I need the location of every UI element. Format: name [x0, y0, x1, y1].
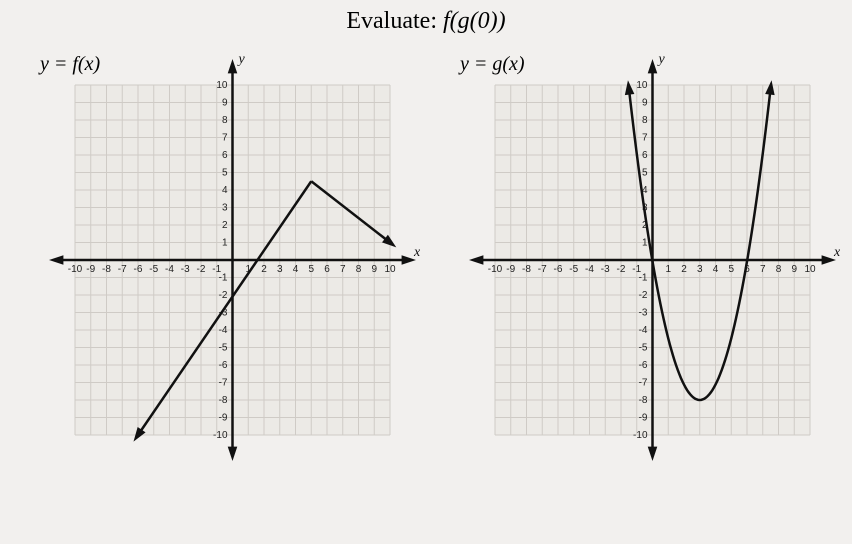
svg-text:-6: -6 [639, 360, 648, 371]
svg-text:-3: -3 [639, 308, 648, 319]
svg-text:-7: -7 [219, 378, 228, 389]
svg-text:-9: -9 [86, 264, 95, 275]
svg-text:y: y [657, 52, 666, 67]
charts-row: y = f(x) -10-9-8-7-6-5-4-3-2-11234567891… [0, 45, 852, 475]
svg-text:6: 6 [324, 264, 330, 275]
title-expression: f(g(0)) [443, 8, 506, 34]
svg-text:9: 9 [791, 264, 797, 275]
svg-text:10: 10 [804, 264, 816, 275]
svg-text:2: 2 [222, 220, 228, 231]
svg-text:7: 7 [642, 133, 648, 144]
svg-text:-3: -3 [181, 264, 190, 275]
svg-text:-2: -2 [617, 264, 626, 275]
svg-text:3: 3 [697, 264, 703, 275]
svg-text:-8: -8 [639, 395, 648, 406]
svg-text:5: 5 [308, 264, 314, 275]
svg-text:-9: -9 [506, 264, 515, 275]
svg-text:5: 5 [728, 264, 734, 275]
svg-text:x: x [833, 245, 840, 260]
svg-text:1: 1 [642, 238, 648, 249]
svg-text:-7: -7 [118, 264, 127, 275]
title-prefix: Evaluate: [346, 8, 443, 34]
svg-text:8: 8 [222, 115, 228, 126]
page-title: Evaluate: f(g(0)) [0, 0, 852, 45]
svg-text:-4: -4 [585, 264, 594, 275]
svg-text:-5: -5 [569, 264, 578, 275]
right-function-label: y = g(x) [460, 53, 525, 76]
svg-text:-6: -6 [554, 264, 563, 275]
svg-text:5: 5 [222, 168, 228, 179]
svg-text:1: 1 [222, 238, 228, 249]
svg-text:-4: -4 [165, 264, 174, 275]
svg-text:-10: -10 [488, 264, 503, 275]
svg-text:4: 4 [713, 264, 719, 275]
svg-text:x: x [413, 245, 420, 260]
svg-text:-10: -10 [213, 430, 228, 441]
svg-text:-4: -4 [639, 325, 648, 336]
svg-text:10: 10 [216, 80, 228, 91]
svg-text:7: 7 [222, 133, 228, 144]
svg-text:7: 7 [760, 264, 766, 275]
left-function-label: y = f(x) [40, 53, 100, 76]
svg-text:-7: -7 [639, 378, 648, 389]
svg-text:8: 8 [356, 264, 362, 275]
svg-text:9: 9 [222, 98, 228, 109]
svg-text:-4: -4 [219, 325, 228, 336]
svg-text:-5: -5 [149, 264, 158, 275]
svg-text:-9: -9 [639, 413, 648, 424]
svg-text:7: 7 [340, 264, 346, 275]
svg-text:4: 4 [222, 185, 228, 196]
svg-text:-3: -3 [601, 264, 610, 275]
svg-text:-5: -5 [219, 343, 228, 354]
svg-text:9: 9 [642, 98, 648, 109]
left-chart-block: y = f(x) -10-9-8-7-6-5-4-3-2-11234567891… [20, 45, 420, 475]
svg-text:8: 8 [776, 264, 782, 275]
svg-text:-8: -8 [522, 264, 531, 275]
svg-text:-1: -1 [639, 273, 648, 284]
svg-text:y: y [237, 52, 246, 67]
svg-text:9: 9 [371, 264, 377, 275]
svg-text:-10: -10 [68, 264, 83, 275]
svg-text:5: 5 [642, 168, 648, 179]
svg-text:2: 2 [261, 264, 267, 275]
svg-text:-6: -6 [219, 360, 228, 371]
svg-text:8: 8 [642, 115, 648, 126]
svg-text:-5: -5 [639, 343, 648, 354]
right-chart-svg: -10-9-8-7-6-5-4-3-2-112345678910-10-9-8-… [440, 45, 840, 475]
svg-text:-2: -2 [197, 264, 206, 275]
svg-text:-7: -7 [538, 264, 547, 275]
svg-text:3: 3 [277, 264, 283, 275]
svg-text:-10: -10 [633, 430, 648, 441]
svg-text:10: 10 [636, 80, 648, 91]
svg-text:6: 6 [642, 150, 648, 161]
right-chart-block: y = g(x) -10-9-8-7-6-5-4-3-2-11234567891… [440, 45, 840, 475]
svg-text:4: 4 [293, 264, 299, 275]
svg-text:-6: -6 [134, 264, 143, 275]
svg-text:6: 6 [222, 150, 228, 161]
svg-text:-8: -8 [219, 395, 228, 406]
svg-text:10: 10 [384, 264, 396, 275]
svg-text:-8: -8 [102, 264, 111, 275]
svg-text:-1: -1 [219, 273, 228, 284]
svg-text:2: 2 [681, 264, 687, 275]
svg-text:-2: -2 [219, 290, 228, 301]
svg-text:-2: -2 [639, 290, 648, 301]
svg-text:1: 1 [665, 264, 671, 275]
svg-text:3: 3 [222, 203, 228, 214]
svg-text:-9: -9 [219, 413, 228, 424]
left-chart-svg: -10-9-8-7-6-5-4-3-2-112345678910-10-9-8-… [20, 45, 420, 475]
